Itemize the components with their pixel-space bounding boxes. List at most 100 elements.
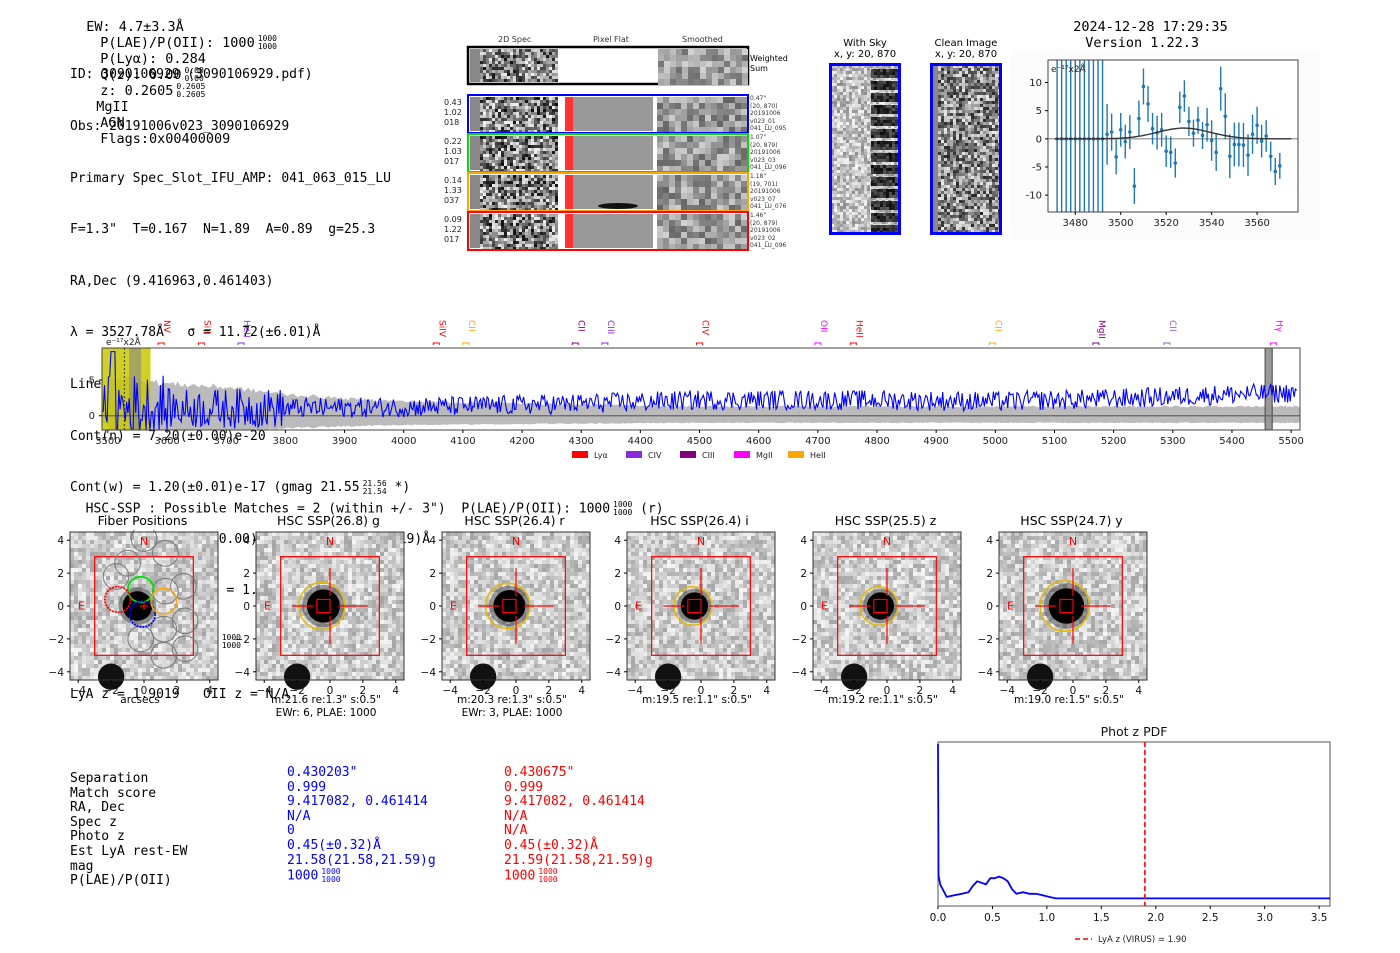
spec2d-right-value: (19, 701): [750, 180, 778, 188]
hsc-xtick-label: 2: [174, 685, 181, 695]
clean-image-edge: [932, 65, 938, 233]
hsc-panel-caption: m:21.6 re:1.3" s:0.5" EWr: 6, PLAE: 1000: [236, 694, 416, 720]
match-value-text: 0.430203": [287, 765, 358, 780]
sky-line-band: [871, 141, 898, 150]
match-value-text: 0.999: [504, 779, 544, 795]
fit-ytick-label: -10: [1026, 191, 1042, 202]
spec2d-2dspec-noise: [480, 175, 558, 211]
hsc-panel-caption: m:20.3 re:1.3" s:0.5" EWr: 3, PLAE: 1000: [422, 694, 602, 720]
pdf-xtick-label: 0.0: [930, 912, 947, 924]
weighted-sum-2dspec: [480, 49, 558, 82]
match-plae-bound: 1000: [321, 867, 341, 877]
pdf-xtick-label: 0.5: [984, 912, 1001, 924]
fit-data-point: [1218, 86, 1223, 91]
hsc-neighbor-source: [469, 663, 497, 690]
spec2d-left-value: 0.14: [444, 176, 462, 185]
fiber-circle: [130, 530, 158, 552]
sky-line-band: [871, 129, 898, 138]
info-lambda: λ = 3527.78Å σ = 11.72(±6.01)Å: [70, 325, 321, 341]
spectrum-ytick-label: 0: [89, 411, 95, 422]
match-value-text: 0.45(±0.32)Å: [504, 837, 598, 853]
spectrum-legend-swatch: [626, 451, 642, 458]
spec2d-smoothed: [657, 97, 747, 133]
match-row-label: Match score: [70, 785, 157, 801]
info-contn: Cont(n) = 7.20(±0.00)e-20: [70, 428, 266, 444]
match-row-label: mag: [70, 858, 94, 874]
spec2d-row-left-label: 0.43 1.02 018: [444, 98, 462, 128]
clean-image-frame: [930, 63, 1002, 235]
spec2d-right-value: v023_03: [750, 156, 776, 164]
info-contw-hi: 21.56: [362, 478, 387, 488]
hsc-ytick-label: 2: [429, 568, 436, 580]
spectrum-legend-label: MgII: [756, 451, 773, 460]
header-bar: EW: 4.7±3.3Å P(LAE)/P(OII): 1000 1000 1000…: [70, 3, 277, 147]
hsc-xtick-label: −2: [1032, 685, 1047, 695]
spectrum-line-marker-bracket: [1092, 342, 1100, 345]
spectrum-legend-swatch: [680, 451, 696, 458]
east-label: E: [450, 599, 457, 612]
east-label: E: [264, 599, 271, 612]
hsc-aperture-box: [1023, 556, 1123, 656]
fit-xtick-label: 3480: [1063, 218, 1088, 229]
spec2d-pixel-flat: [573, 97, 653, 131]
hsc-background-noise: [70, 532, 218, 680]
hsc-ytick-label: −4: [792, 667, 808, 679]
fit-data-point: [1278, 164, 1282, 168]
hsc-crosshair: [1035, 568, 1111, 644]
match-value: 9.417082, 0.461414: [287, 794, 436, 810]
fit-data-point: [1241, 143, 1246, 147]
hsc-ytick-label: −2: [792, 634, 807, 646]
spec2d-right-value: v023_07: [750, 195, 776, 203]
spectrum-xtick-label: 3600: [154, 436, 179, 447]
sky-line-band: [871, 189, 898, 198]
spec2d-gap: [653, 175, 657, 209]
with-sky-coords: x, y: 20, 870: [833, 49, 897, 60]
spectrum-xtick-label: 5300: [1160, 436, 1185, 447]
hsc-ytick-label: 0: [57, 601, 64, 613]
match-plae-bound: 1000: [538, 875, 558, 885]
spectrum-line-marker-label: NV: [161, 320, 171, 334]
hsc-cutout-image: N E −4 −4 −2 −2 0 0 2 2 4 4: [235, 531, 405, 695]
hsc-xtick-label: 4: [949, 685, 956, 695]
hsc-xtick-label: −2: [103, 685, 118, 695]
hsc-cutout-image: N E −4 −4 −2 −2 0 0 2 2 4 4: [49, 530, 219, 695]
match-value: 0.430675": [504, 765, 653, 781]
hsc-xtick-label: −4: [256, 685, 272, 695]
match-value-text: 0.45(±0.32)Å: [287, 837, 381, 853]
spec2d-smoothed: [657, 214, 747, 250]
fit-data-point: [1196, 118, 1200, 123]
spec2d-red-strip: [565, 136, 573, 170]
match-row-label: Photo z: [70, 829, 125, 845]
spectrum-line-marker-label: CII: [992, 320, 1002, 332]
hsc-xtick-label: 0: [1070, 685, 1077, 695]
match-value: 0.999: [504, 779, 653, 796]
hsc-ytick-label: −2: [235, 634, 250, 646]
fiber-circle-red: [103, 585, 132, 614]
hsc-xtick-label: 0: [698, 685, 705, 695]
match-row-label: Spec z: [70, 814, 117, 830]
spec2d-row-frame: [467, 211, 749, 251]
spectrum-line-marker-bracket: [601, 342, 609, 345]
hsc-xtick-label: 4: [206, 685, 213, 695]
fiber-circle-blue: [128, 600, 157, 628]
spectrum-xtick-label: 4000: [391, 436, 416, 447]
fit-data-point: [1237, 142, 1241, 147]
pdf-xtick-label: 2.0: [1147, 912, 1164, 924]
hsc-ytick-label: 2: [243, 568, 250, 580]
spec2d-left-value: 1.02: [444, 108, 462, 117]
spectrum-xtick-label: 4900: [923, 436, 948, 447]
spec2d-right-value: 0.47": [750, 95, 767, 102]
header-right: 2024-12-28 17:29:35 Version 1.22.3: [1057, 3, 1227, 51]
fiber-circle-orange: [150, 587, 178, 615]
spec2d-right-value: 041_LU_096: [750, 242, 787, 250]
hsc-panel-caption: m:19.2 re:1.1" s:0.5": [793, 694, 973, 707]
match-value: 0.430203": [287, 765, 436, 781]
spec2d-left-value: 1.33: [444, 186, 462, 195]
match-value: N/A: [504, 824, 653, 839]
spectrum-axes-frame: [101, 347, 1301, 431]
hsc-background-noise: [627, 532, 775, 680]
match-value: N/A: [504, 809, 653, 825]
match-value-text: 9.417082, 0.461414: [504, 794, 645, 810]
with-sky-label: With Sky: [843, 38, 887, 49]
header-qz-lo: 0.00: [184, 74, 204, 83]
